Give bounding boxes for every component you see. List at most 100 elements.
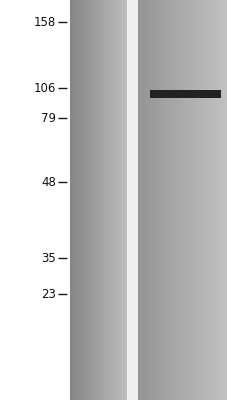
Bar — [220, 0, 221, 400]
Bar — [168, 0, 169, 400]
Bar — [221, 0, 222, 400]
Bar — [171, 0, 172, 400]
Bar — [181, 0, 182, 400]
Bar — [141, 0, 142, 400]
Bar — [179, 0, 180, 400]
Bar — [108, 0, 109, 400]
Bar — [111, 0, 112, 400]
Bar — [158, 0, 159, 400]
Bar — [147, 0, 148, 400]
Bar — [94, 0, 95, 400]
Bar — [95, 0, 96, 400]
Bar — [98, 0, 99, 400]
Text: 23: 23 — [41, 288, 56, 300]
Bar — [183, 0, 184, 400]
Bar — [107, 0, 108, 400]
Bar — [206, 0, 207, 400]
Bar — [150, 90, 220, 98]
Bar — [116, 0, 117, 400]
Bar — [162, 0, 163, 400]
Bar — [126, 0, 137, 400]
Bar — [198, 0, 199, 400]
Bar — [123, 0, 124, 400]
Bar — [185, 0, 187, 400]
Bar — [84, 0, 85, 400]
Bar — [219, 0, 220, 400]
Bar — [214, 0, 215, 400]
Bar — [82, 0, 83, 400]
Bar — [122, 0, 123, 400]
Bar — [106, 0, 107, 400]
Bar — [72, 0, 73, 400]
Bar — [164, 0, 165, 400]
Bar — [174, 0, 175, 400]
Bar — [156, 0, 158, 400]
Bar — [144, 0, 145, 400]
Bar — [140, 0, 141, 400]
Bar — [209, 0, 210, 400]
Bar — [88, 0, 89, 400]
Bar — [216, 0, 217, 400]
Text: 158: 158 — [33, 16, 56, 28]
Bar — [113, 0, 114, 400]
Bar — [173, 0, 174, 400]
Bar — [184, 0, 185, 400]
Bar — [73, 0, 74, 400]
Bar — [182, 0, 183, 400]
Bar — [172, 0, 173, 400]
Bar — [222, 0, 224, 400]
Bar — [170, 0, 171, 400]
Bar — [148, 0, 150, 400]
Bar — [142, 0, 143, 400]
Bar — [146, 0, 147, 400]
Bar — [143, 0, 144, 400]
Bar — [125, 0, 126, 400]
Bar — [100, 0, 101, 400]
Bar — [163, 0, 164, 400]
Bar — [145, 0, 146, 400]
Bar — [81, 0, 82, 400]
Bar — [205, 0, 206, 400]
Bar — [199, 0, 200, 400]
Bar — [115, 0, 116, 400]
Bar — [193, 0, 195, 400]
Text: 48: 48 — [41, 176, 56, 188]
Bar — [160, 0, 161, 400]
Bar — [121, 0, 122, 400]
Bar — [224, 0, 225, 400]
Bar — [211, 0, 212, 400]
Bar — [91, 0, 92, 400]
Bar — [177, 0, 178, 400]
Bar — [74, 0, 75, 400]
Bar — [207, 0, 208, 400]
Bar — [159, 0, 160, 400]
Bar — [187, 0, 188, 400]
Bar — [188, 0, 189, 400]
Bar — [215, 0, 216, 400]
Bar — [112, 0, 113, 400]
Bar — [180, 0, 181, 400]
Bar — [101, 0, 102, 400]
Bar — [92, 0, 93, 400]
Bar — [165, 0, 166, 400]
Bar — [117, 0, 118, 400]
Bar — [197, 0, 198, 400]
Bar — [152, 0, 153, 400]
Bar — [226, 0, 227, 400]
Bar — [118, 0, 119, 400]
Bar — [80, 0, 81, 400]
Bar — [203, 0, 205, 400]
Bar — [102, 0, 103, 400]
Bar — [71, 0, 72, 400]
Bar — [201, 0, 202, 400]
Bar — [196, 0, 197, 400]
Bar — [105, 0, 106, 400]
Bar — [161, 0, 162, 400]
Bar — [86, 0, 87, 400]
Bar — [120, 0, 121, 400]
Bar — [192, 0, 193, 400]
Bar — [151, 0, 152, 400]
Bar — [103, 0, 104, 400]
Text: 106: 106 — [33, 82, 56, 94]
Bar — [195, 0, 196, 400]
